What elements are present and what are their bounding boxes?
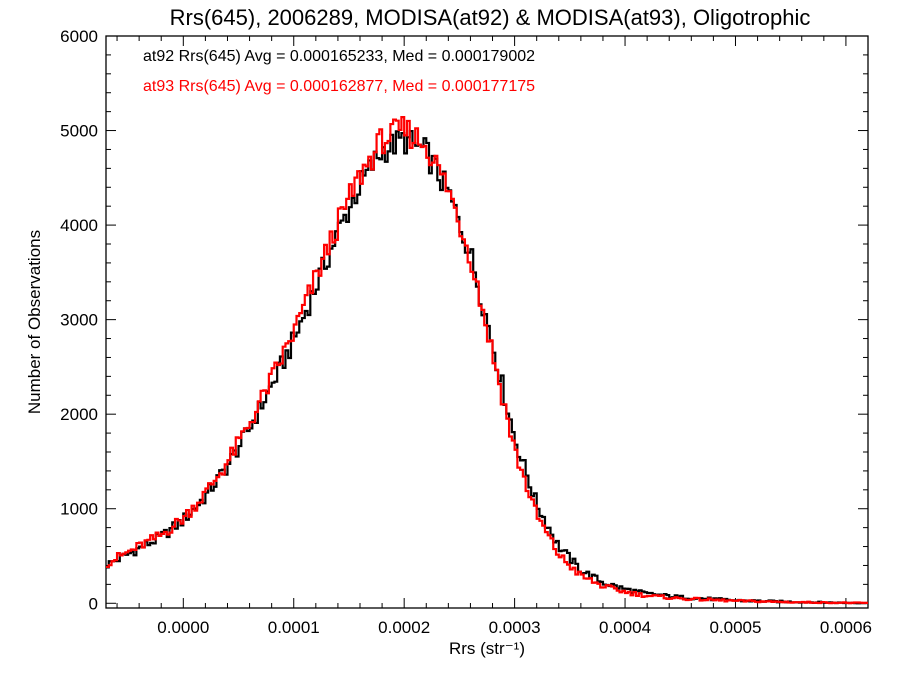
y-axis-label: Number of Observations	[25, 230, 44, 414]
series-line-at92	[106, 129, 868, 605]
y-tick-label: 3000	[60, 311, 98, 330]
x-tick-label: 0.0006	[820, 618, 872, 637]
y-tick-label: 6000	[60, 27, 98, 46]
x-axis-label: Rrs (str⁻¹)	[449, 639, 525, 658]
legend: at92 Rrs(645) Avg = 0.000165233, Med = 0…	[143, 48, 535, 95]
plot-area	[105, 35, 869, 609]
x-axis-tick-labels: 0.0000 0.0001 0.0002 0.0003 0.0004 0.0005 0.00…	[157, 618, 872, 637]
chart-title: Rrs(645), 2006289, MODISA(at92) & MODISA…	[170, 5, 811, 30]
series-line-at93	[106, 116, 868, 605]
y-tick-label: 0	[89, 594, 98, 613]
series-lines	[106, 116, 868, 605]
x-tick-label: 0.0005	[709, 618, 761, 637]
y-tick-label: 4000	[60, 216, 98, 235]
y-tick-label: 2000	[60, 405, 98, 424]
x-tick-label: 0.0000	[157, 618, 209, 637]
y-tick-label: 5000	[60, 122, 98, 141]
x-tick-label: 0.0004	[599, 618, 651, 637]
y-axis-tick-labels: 0 1000 2000 3000 4000 5000 6000	[60, 27, 98, 613]
x-tick-label: 0.0003	[489, 618, 541, 637]
plot-frame	[105, 35, 869, 609]
x-axis-ticks	[116, 36, 847, 608]
y-tick-label: 1000	[60, 500, 98, 519]
legend-entry-at93: at93 Rrs(645) Avg = 0.000162877, Med = 0…	[143, 78, 535, 95]
y-axis-ticks	[106, 35, 868, 604]
x-tick-label: 0.0001	[268, 618, 320, 637]
x-tick-label: 0.0002	[378, 618, 430, 637]
legend-entry-at92: at92 Rrs(645) Avg = 0.000165233, Med = 0…	[143, 48, 535, 65]
